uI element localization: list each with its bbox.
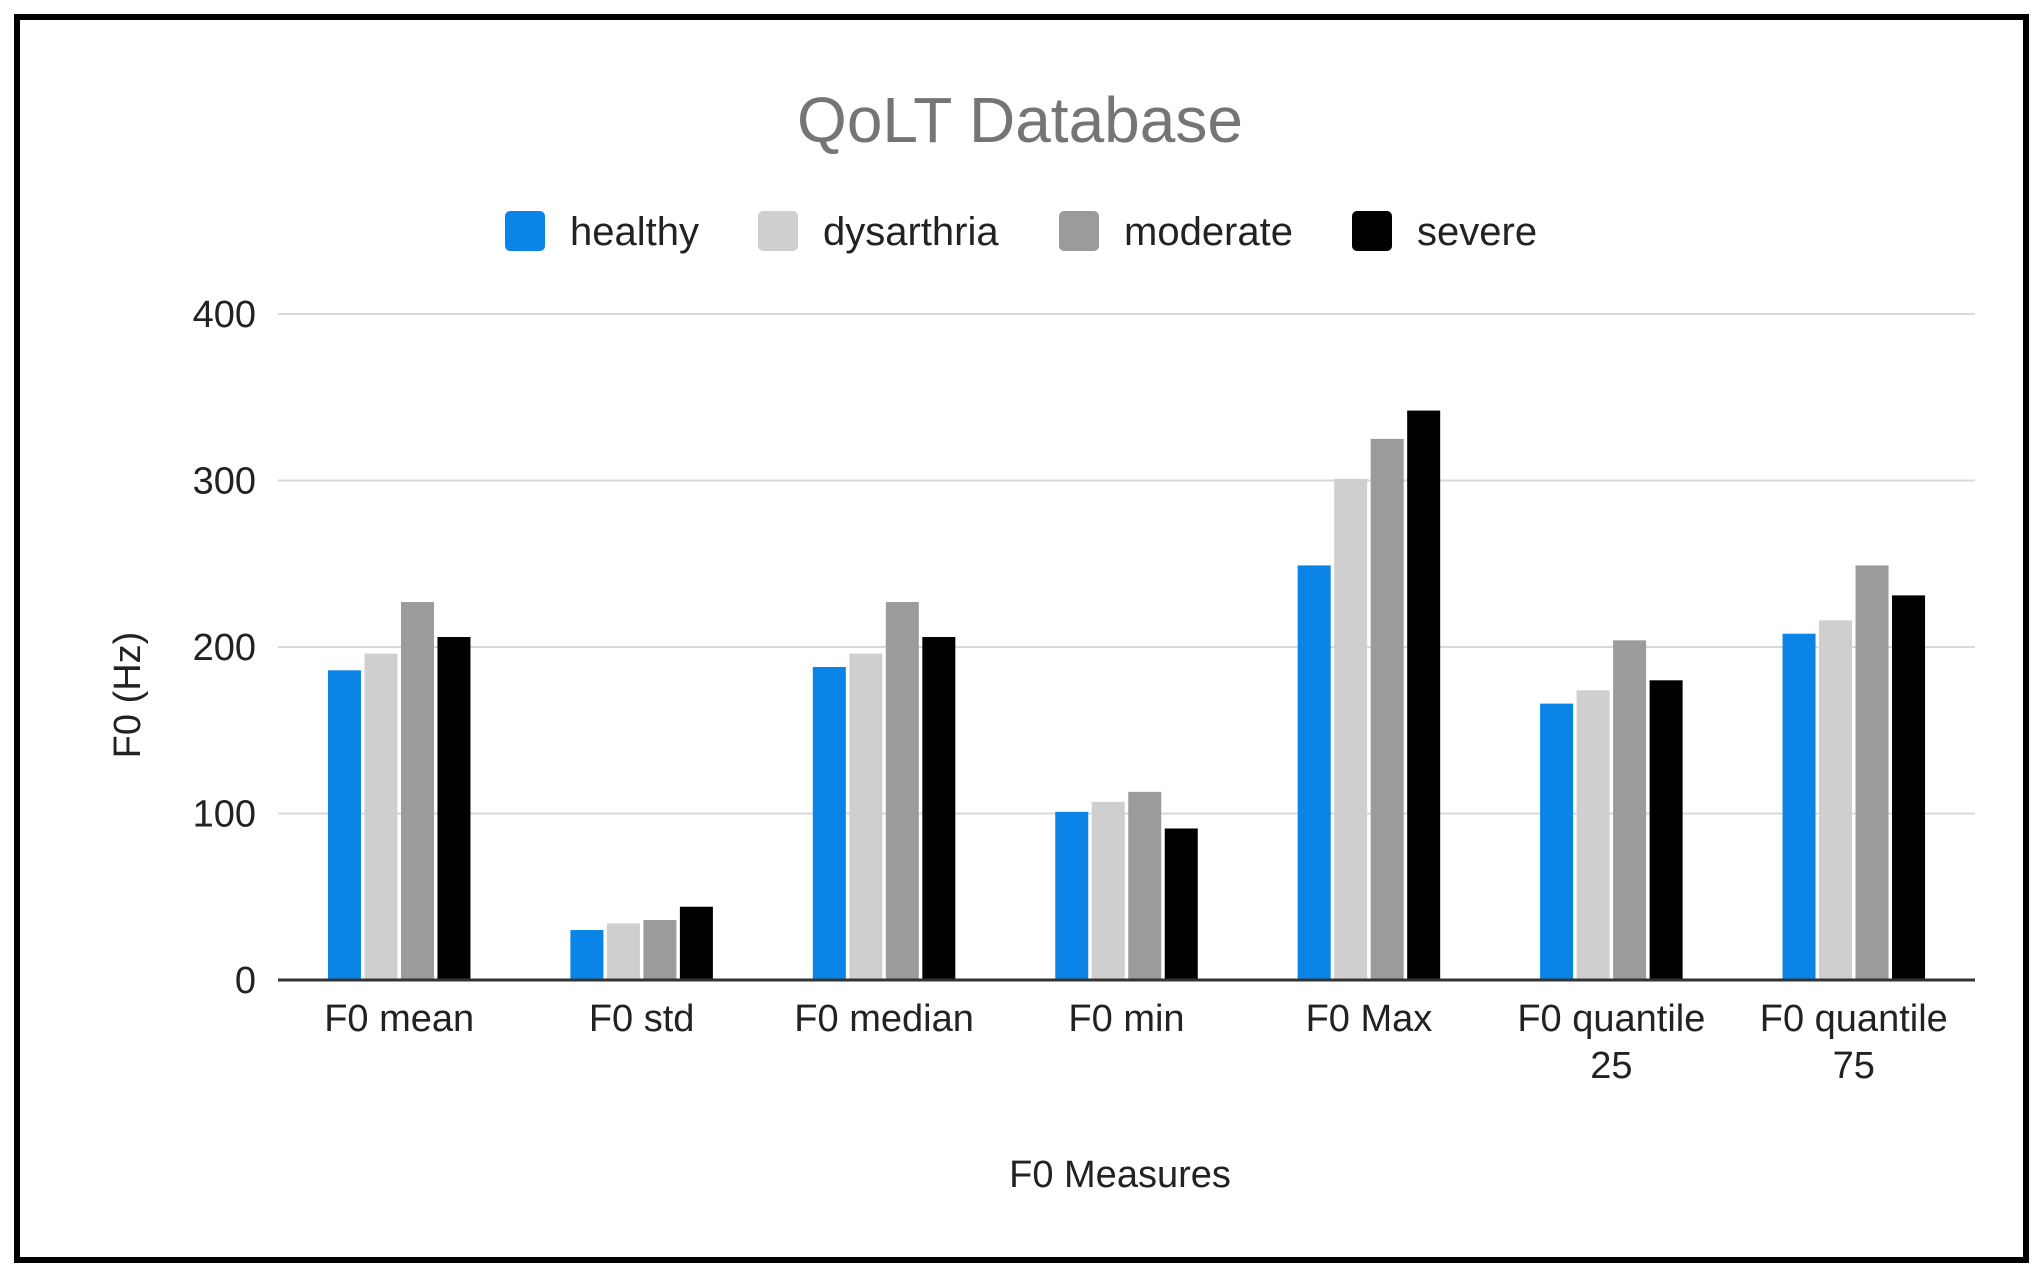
bar-moderate-4 [1128, 791, 1162, 980]
x-tick-label-line: F0 Max [1306, 998, 1433, 1040]
chart-frame: QoLT Database healthy dysarthria moderate s… [14, 14, 2029, 1263]
gridlines [278, 313, 1975, 815]
x-tick-label-line: 75 [1833, 1045, 1875, 1087]
legend-swatch-severe [1352, 211, 1392, 251]
bar-moderate-1 [400, 602, 434, 980]
bar-dysarthria-5 [1334, 478, 1368, 980]
bar-healthy-1 [327, 670, 361, 980]
x-tick-label: F0 Max [1306, 998, 1433, 1040]
bar-healthy-4 [1055, 811, 1089, 980]
bar-moderate-7 [1855, 565, 1889, 980]
y-tick-label: 200 [193, 627, 256, 669]
bar-severe-1 [437, 637, 471, 980]
bar-severe-4 [1164, 828, 1198, 980]
x-tick-label-line: F0 quantile [1517, 998, 1705, 1040]
x-tick-label-line: F0 std [589, 998, 695, 1040]
x-tick-label-line: F0 quantile [1760, 998, 1948, 1040]
bar-healthy-5 [1297, 565, 1331, 980]
bar-moderate-3 [885, 602, 919, 980]
bar-healthy-6 [1540, 703, 1574, 980]
bar-severe-2 [679, 906, 713, 980]
bar-severe-5 [1407, 410, 1441, 980]
bar-dysarthria-2 [606, 923, 640, 980]
bar-moderate-5 [1370, 438, 1404, 980]
y-axis-title: F0 (Hz) [107, 632, 149, 759]
y-tick-label: 100 [193, 794, 256, 836]
bar-moderate-2 [643, 920, 677, 980]
x-tick-label: F0 min [1068, 998, 1184, 1040]
legend-label-dysarthria: dysarthria [823, 210, 999, 254]
x-tick-label-line: F0 min [1068, 998, 1184, 1040]
x-axis-ticks: F0 mean F0 std F0 median F0 min F0 Max F0 qua… [324, 998, 1948, 1087]
y-tick-label: 300 [193, 461, 256, 503]
bar-severe-6 [1649, 680, 1683, 980]
legend: healthy dysarthria moderate severe [505, 210, 1537, 254]
legend-swatch-moderate [1059, 211, 1099, 251]
legend-label-healthy: healthy [570, 210, 699, 254]
x-tick-label: F0 quantile 25 [1517, 998, 1705, 1087]
legend-label-moderate: moderate [1124, 210, 1293, 254]
y-tick-label: 400 [193, 294, 256, 336]
x-tick-label: F0 std [589, 998, 695, 1040]
bar-healthy-7 [1782, 633, 1816, 980]
x-tick-label: F0 mean [324, 998, 474, 1040]
chart-svg: QoLT Database healthy dysarthria moderate s… [107, 84, 1975, 1196]
bar-dysarthria-1 [364, 653, 398, 980]
x-tick-label: F0 median [794, 998, 974, 1040]
bar-dysarthria-6 [1576, 690, 1610, 980]
bar-severe-7 [1892, 595, 1926, 980]
bar-dysarthria-7 [1819, 620, 1853, 980]
x-axis-title: F0 Measures [1009, 1154, 1231, 1196]
bar-dysarthria-4 [1091, 801, 1125, 980]
bar-severe-3 [922, 637, 956, 980]
y-axis-ticks: 0 100 200 300 400 [193, 294, 256, 1002]
legend-label-severe: severe [1417, 210, 1537, 254]
bar-healthy-3 [812, 666, 846, 980]
bar-moderate-6 [1613, 640, 1647, 980]
bar-dysarthria-3 [849, 653, 883, 980]
x-tick-label-line: F0 median [794, 998, 974, 1040]
x-tick-label-line: F0 mean [324, 998, 474, 1040]
bars [327, 410, 1926, 980]
x-tick-label: F0 quantile 75 [1760, 998, 1948, 1087]
y-tick-label: 0 [235, 960, 256, 1002]
bar-healthy-2 [570, 930, 604, 980]
legend-swatch-healthy [505, 211, 545, 251]
chart-title: QoLT Database [797, 84, 1243, 156]
x-tick-label-line: 25 [1590, 1045, 1632, 1087]
legend-swatch-dysarthria [758, 211, 798, 251]
